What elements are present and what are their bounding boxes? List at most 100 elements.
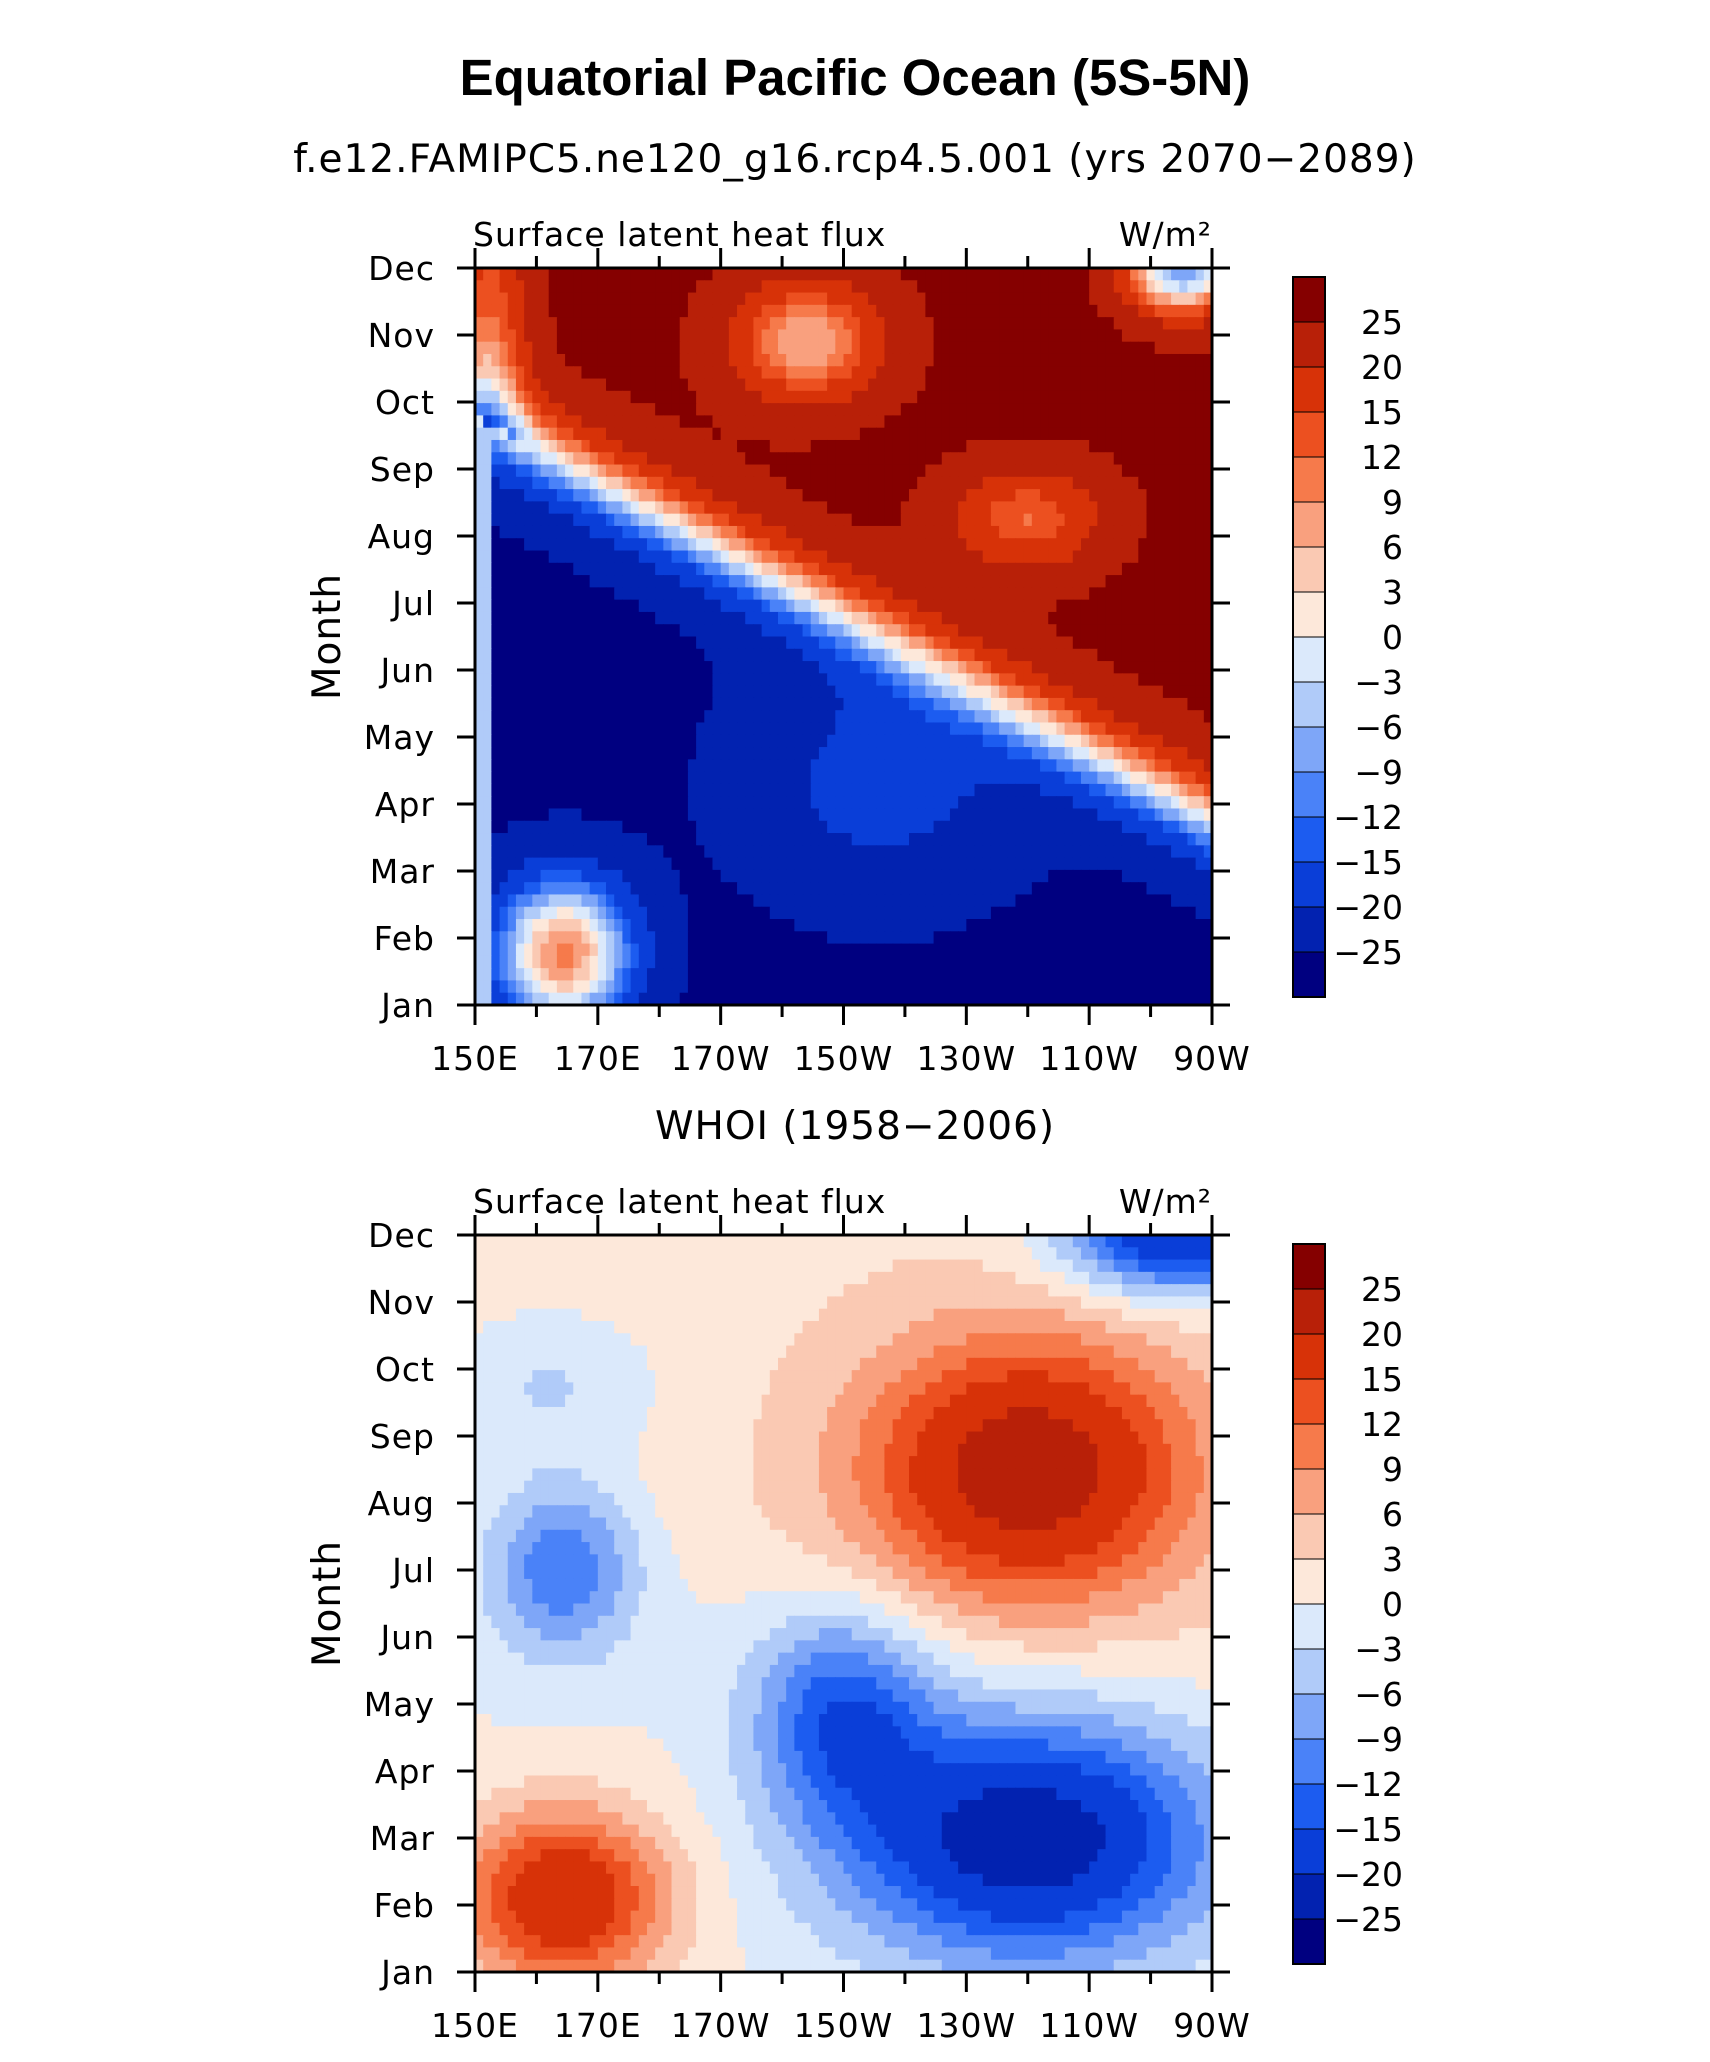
heatmap-cell bbox=[990, 783, 1000, 797]
heatmap-cell bbox=[1179, 587, 1189, 601]
heatmap-cell bbox=[630, 882, 640, 896]
heatmap-cell bbox=[1072, 624, 1082, 638]
heatmap-cell bbox=[663, 636, 673, 650]
heatmap-cell bbox=[794, 341, 804, 355]
heatmap-cell bbox=[1048, 464, 1058, 478]
heatmap-cell bbox=[900, 280, 910, 294]
heatmap-cell bbox=[581, 550, 591, 564]
heatmap-cell bbox=[974, 796, 984, 810]
heatmap-cell bbox=[704, 882, 714, 896]
heatmap-cell bbox=[1056, 636, 1066, 650]
heatmap-cell bbox=[1171, 624, 1180, 638]
heatmap-cell bbox=[1064, 353, 1074, 367]
heatmap-cell bbox=[515, 268, 525, 281]
heatmap-cell bbox=[1072, 845, 1082, 859]
heatmap-cell bbox=[1064, 525, 1074, 539]
heatmap-cell bbox=[1179, 722, 1189, 736]
heatmap-cell bbox=[679, 820, 689, 834]
heatmap-cell bbox=[835, 931, 845, 945]
heatmap-cell bbox=[818, 341, 828, 355]
heatmap-cell bbox=[687, 636, 697, 650]
heatmap-cell bbox=[630, 759, 640, 773]
heatmap-cell bbox=[638, 931, 648, 945]
heatmap-cell bbox=[499, 292, 509, 306]
heatmap-cell bbox=[1097, 378, 1107, 392]
heatmap-cell bbox=[1121, 562, 1131, 576]
heatmap-cell bbox=[802, 685, 812, 699]
heatmap-cell bbox=[843, 820, 853, 834]
heatmap-cell bbox=[1121, 317, 1131, 331]
heatmap-cell bbox=[1154, 636, 1164, 650]
heatmap-cell bbox=[614, 550, 623, 564]
heatmap-cell bbox=[941, 796, 951, 810]
heatmap-cell bbox=[1171, 845, 1180, 859]
heatmap-cell bbox=[540, 575, 550, 588]
heatmap-cell bbox=[540, 513, 550, 527]
heatmap-cell bbox=[515, 280, 525, 294]
heatmap-cell bbox=[769, 280, 779, 294]
heatmap-cell bbox=[556, 378, 566, 392]
heatmap-cell bbox=[1154, 931, 1164, 945]
heatmap-cell bbox=[679, 390, 689, 404]
heatmap-cell bbox=[1089, 673, 1098, 687]
heatmap-cell bbox=[1080, 882, 1090, 896]
heatmap-cell bbox=[548, 317, 558, 331]
heatmap-cell bbox=[941, 710, 951, 724]
heatmap-cell bbox=[532, 464, 542, 478]
heatmap-cell bbox=[638, 648, 648, 662]
heatmap-cell bbox=[999, 722, 1008, 736]
heatmap-cell bbox=[884, 550, 894, 564]
heatmap-cell bbox=[540, 587, 550, 601]
heatmap-cell bbox=[745, 845, 755, 859]
heatmap-cell bbox=[909, 489, 918, 502]
heatmap-cell bbox=[1162, 759, 1172, 773]
heatmap-cell bbox=[483, 771, 492, 785]
heatmap-cell bbox=[1154, 292, 1164, 306]
heatmap-cell bbox=[900, 317, 910, 331]
heatmap-cell bbox=[999, 685, 1008, 699]
heatmap-cell bbox=[704, 538, 714, 552]
heatmap-cell bbox=[917, 292, 926, 306]
heatmap-cell bbox=[1130, 366, 1139, 380]
heatmap-cell bbox=[614, 575, 623, 588]
heatmap-cell bbox=[876, 329, 886, 343]
heatmap-cell bbox=[777, 329, 787, 343]
panel-subtitle: f.e12.FAMIPC5.ne120_g16.rcp4.5.001 (yrs … bbox=[293, 137, 1416, 182]
heatmap-cell bbox=[909, 906, 918, 920]
heatmap-cell bbox=[933, 280, 943, 294]
heatmap-cell bbox=[507, 378, 517, 392]
heatmap-cell bbox=[655, 919, 664, 932]
heatmap-cell bbox=[999, 648, 1008, 662]
heatmap-cell bbox=[704, 808, 714, 822]
heatmap-cell bbox=[900, 710, 910, 724]
heatmap-cell bbox=[679, 759, 689, 773]
heatmap-cell bbox=[941, 673, 951, 687]
heatmap-cell bbox=[679, 906, 689, 920]
heatmap-cell bbox=[1130, 833, 1139, 846]
heatmap-cell bbox=[958, 464, 967, 478]
heatmap-cell bbox=[761, 366, 771, 380]
heatmap-cell bbox=[1113, 550, 1123, 564]
heatmap-cell bbox=[794, 833, 804, 846]
heatmap-cell bbox=[769, 378, 779, 392]
heatmap-cell bbox=[515, 366, 525, 380]
heatmap-cell bbox=[925, 710, 935, 724]
heatmap-cell bbox=[794, 697, 804, 711]
heatmap-cell bbox=[769, 808, 779, 822]
heatmap-cell bbox=[704, 575, 714, 588]
heatmap-cell bbox=[515, 489, 525, 502]
heatmap-cell bbox=[679, 869, 689, 883]
heatmap-cell bbox=[581, 931, 591, 945]
heatmap-cell bbox=[1015, 587, 1025, 601]
heatmap-cell bbox=[1138, 366, 1148, 380]
heatmap-cell bbox=[614, 869, 623, 883]
heatmap-cell bbox=[1023, 562, 1033, 576]
heatmap-cell bbox=[827, 722, 836, 736]
heatmap-cell bbox=[1105, 820, 1115, 834]
heatmap-cell bbox=[720, 304, 730, 318]
heatmap-cell bbox=[1089, 513, 1098, 527]
heatmap-cell bbox=[966, 673, 976, 687]
heatmap-cell bbox=[1162, 317, 1172, 331]
heatmap-cell bbox=[769, 894, 779, 908]
heatmap-cell bbox=[1072, 538, 1082, 552]
